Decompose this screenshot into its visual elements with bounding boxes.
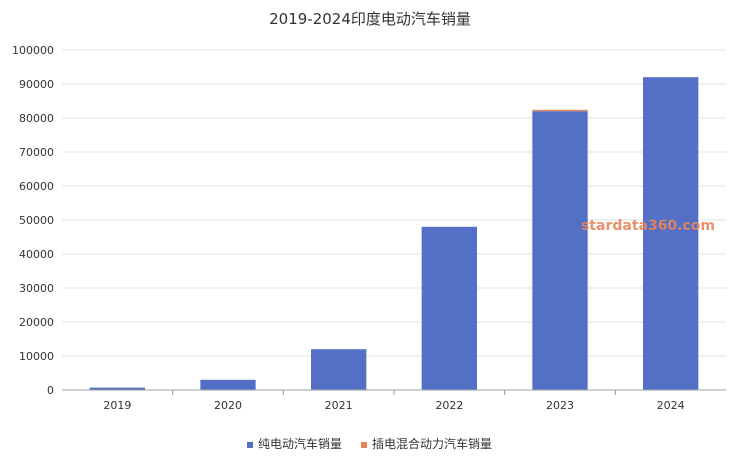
y-tick-label: 90000 <box>19 78 54 91</box>
bar-2021-series-0 <box>311 349 367 390</box>
gridlines <box>62 49 726 357</box>
chart-title: 2019-2024印度电动汽车销量 <box>269 10 471 28</box>
x-axis: 2019 2020 2021 2022 2023 2024 <box>62 389 726 412</box>
x-tick-label: 2024 <box>657 399 685 412</box>
legend-swatch-1 <box>361 442 367 448</box>
y-tick-label: 30000 <box>19 282 54 295</box>
bar-2024-series-0 <box>643 77 699 390</box>
y-tick-label: 60000 <box>19 180 54 193</box>
legend: 纯电动汽车销量 插电混合动力汽车销量 <box>247 436 492 451</box>
y-axis: 0 10000 20000 30000 40000 50000 60000 70000 8000… <box>12 44 54 397</box>
y-tick-label: 80000 <box>19 112 54 125</box>
bar-2022-series-0 <box>421 226 477 390</box>
x-tick-label: 2023 <box>546 399 574 412</box>
x-tick-label: 2021 <box>325 399 353 412</box>
legend-label-1: 插电混合动力汽车销量 <box>372 436 492 451</box>
bar-2020-series-0 <box>200 379 256 390</box>
legend-label-0: 纯电动汽车销量 <box>258 436 342 451</box>
bar-2023-series-1 <box>532 109 588 112</box>
y-tick-label: 40000 <box>19 248 54 261</box>
legend-swatch-0 <box>247 442 253 448</box>
x-tick-label: 2022 <box>435 399 463 412</box>
bars <box>89 77 699 390</box>
y-tick-label: 20000 <box>19 316 54 329</box>
watermark: stardata360.com <box>581 218 715 234</box>
y-tick-label: 0 <box>47 384 54 397</box>
x-tick-label: 2020 <box>214 399 242 412</box>
bar-2019-series-0 <box>89 387 145 390</box>
x-tick-label: 2019 <box>103 399 131 412</box>
y-tick-label: 70000 <box>19 146 54 159</box>
y-tick-label: 50000 <box>19 214 54 227</box>
y-tick-label: 100000 <box>12 44 54 57</box>
y-tick-label: 10000 <box>19 350 54 363</box>
bar-2023-series-0 <box>532 111 588 390</box>
